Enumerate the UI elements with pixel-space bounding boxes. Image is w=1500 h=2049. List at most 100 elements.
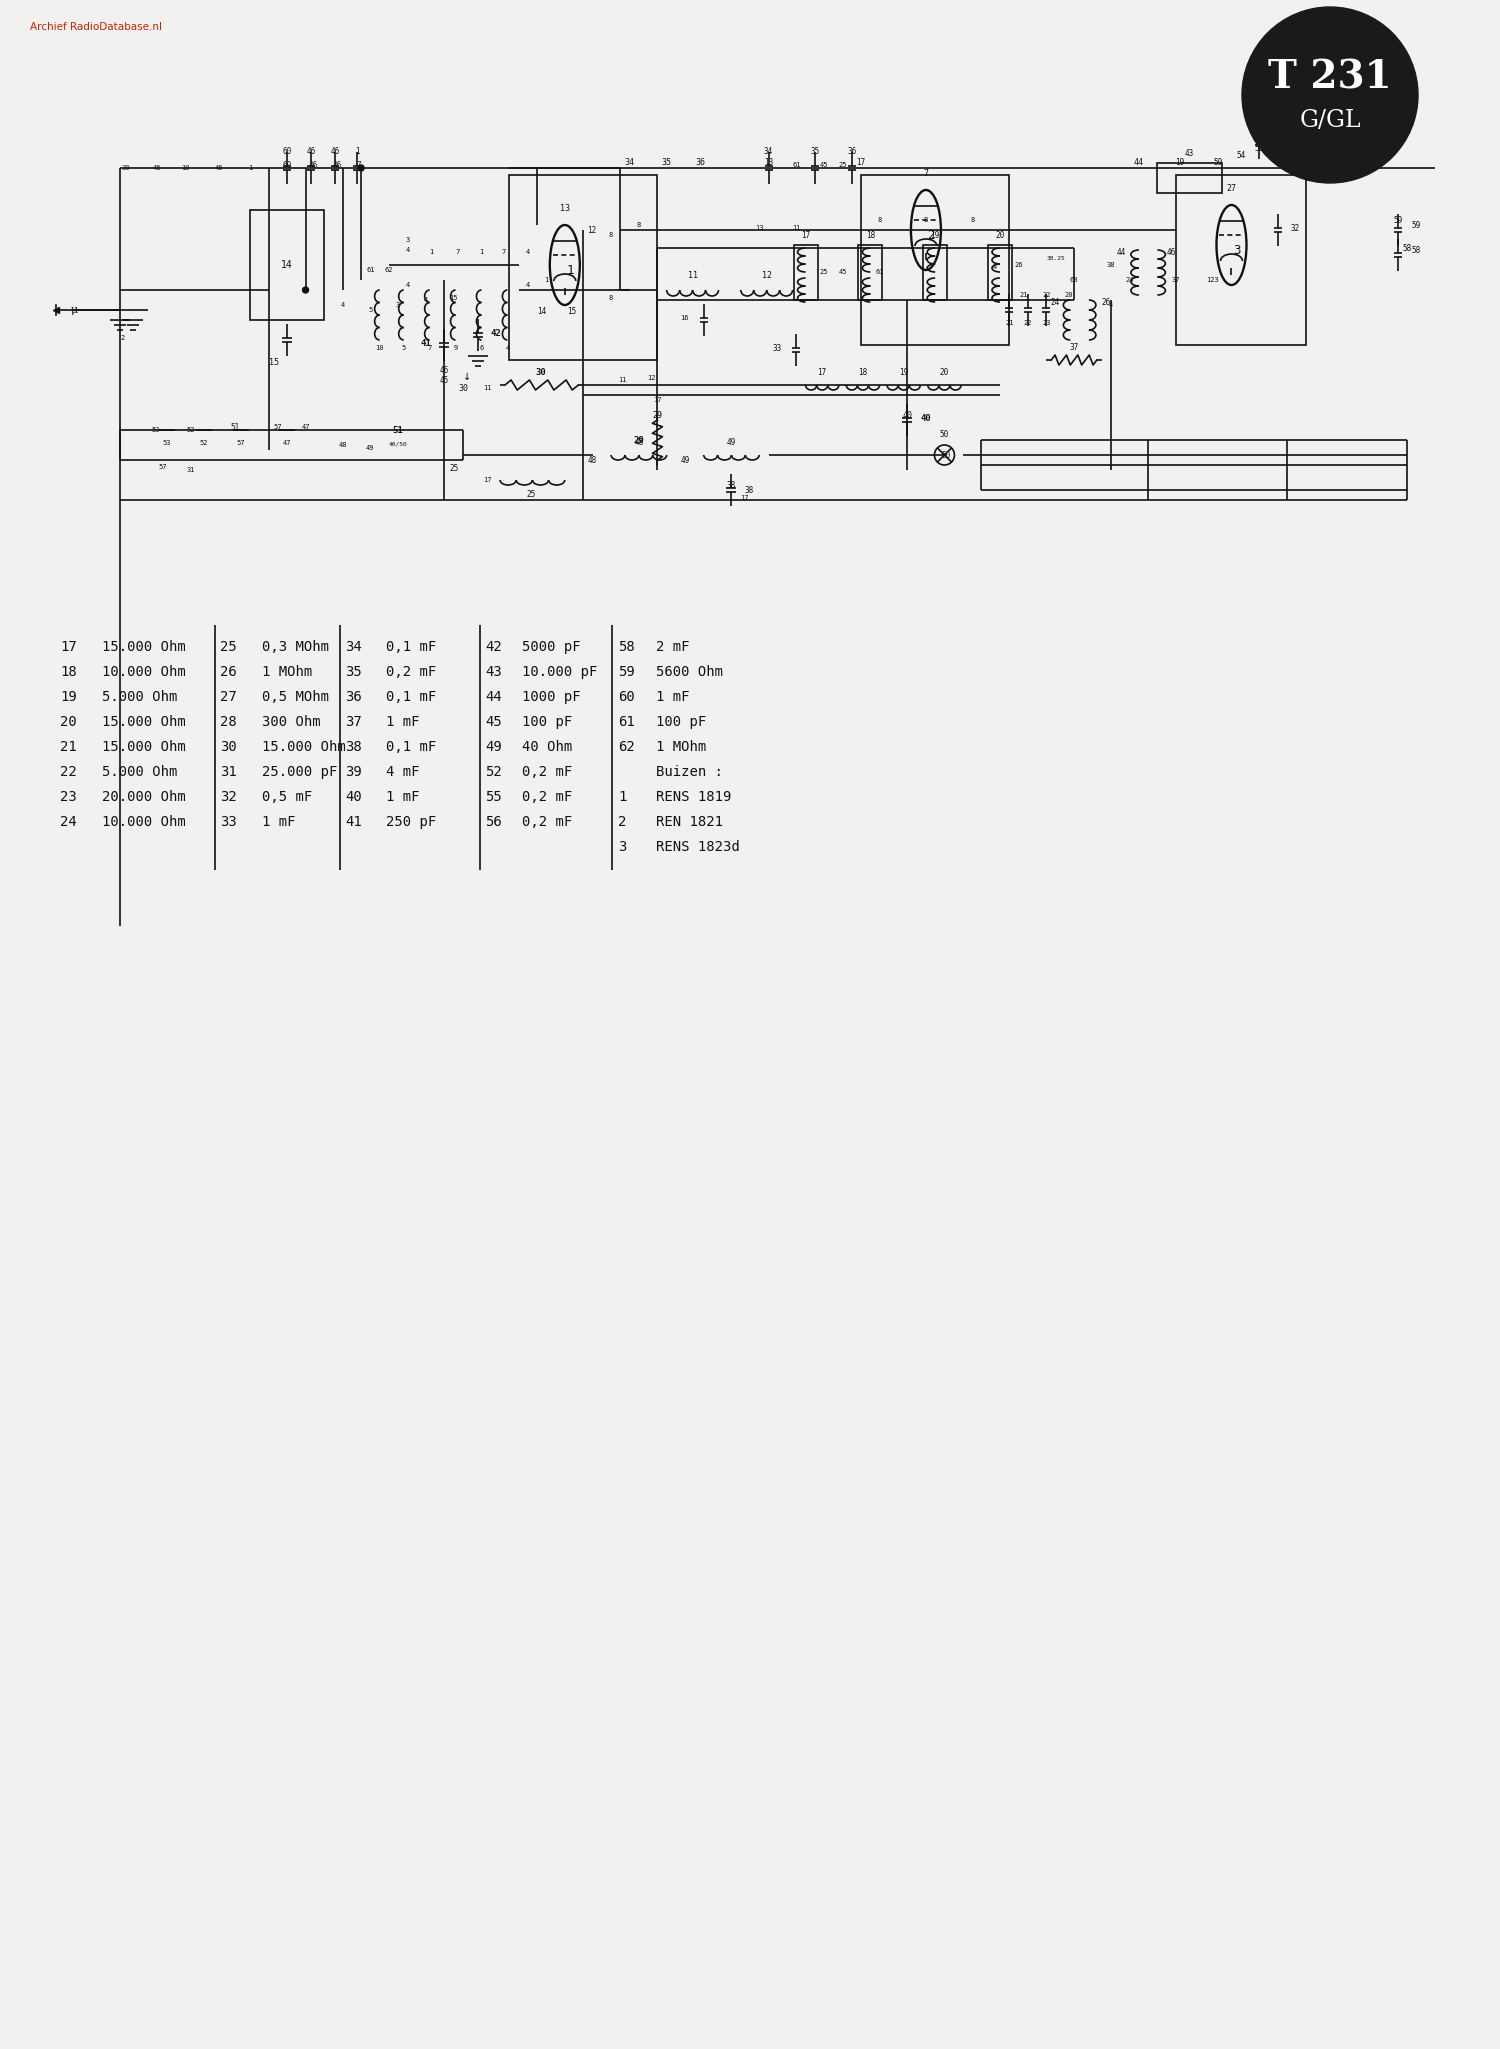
Text: 1000 pF: 1000 pF <box>522 691 580 705</box>
Text: 43: 43 <box>484 666 501 678</box>
Text: 1 mF: 1 mF <box>656 691 690 705</box>
Text: 21: 21 <box>1020 293 1029 297</box>
Text: 25: 25 <box>839 162 848 168</box>
Text: 49: 49 <box>484 740 501 754</box>
Text: 10.000 pF: 10.000 pF <box>522 666 597 678</box>
Text: 1: 1 <box>566 264 573 277</box>
Text: 46: 46 <box>309 160 318 170</box>
Text: 1: 1 <box>248 166 252 170</box>
Text: 8: 8 <box>609 295 613 301</box>
Text: 20: 20 <box>60 715 76 729</box>
Text: 44: 44 <box>484 691 501 705</box>
Text: 7: 7 <box>456 250 459 254</box>
Text: 250 pF: 250 pF <box>386 816 436 830</box>
Text: 56: 56 <box>1278 121 1288 129</box>
Text: 42: 42 <box>484 639 501 654</box>
Text: 5.000 Ohm: 5.000 Ohm <box>102 764 177 779</box>
Text: 17: 17 <box>801 232 810 240</box>
Text: 29: 29 <box>633 436 645 445</box>
Text: 45: 45 <box>440 375 448 385</box>
Text: 55: 55 <box>1254 143 1264 152</box>
Text: 20: 20 <box>996 232 1005 240</box>
Text: 57: 57 <box>273 424 282 430</box>
Text: 35: 35 <box>810 148 819 156</box>
Text: 0,1 mF: 0,1 mF <box>386 639 436 654</box>
Text: 50: 50 <box>942 451 951 459</box>
Text: 61: 61 <box>618 715 634 729</box>
Text: 1 mF: 1 mF <box>386 715 420 729</box>
Text: 44: 44 <box>1134 158 1144 166</box>
Text: 60: 60 <box>282 148 291 156</box>
Text: 12: 12 <box>586 225 596 234</box>
Text: 19: 19 <box>60 691 76 705</box>
Text: 2: 2 <box>618 816 627 830</box>
Text: RENS 1823d: RENS 1823d <box>656 840 740 854</box>
Text: 25: 25 <box>821 268 828 275</box>
Text: 61: 61 <box>876 268 884 275</box>
Text: 31: 31 <box>220 764 237 779</box>
Text: 4 mF: 4 mF <box>386 764 420 779</box>
Text: 53: 53 <box>152 426 160 432</box>
Text: 123: 123 <box>1206 277 1219 283</box>
Text: 32: 32 <box>220 791 237 803</box>
Text: 44: 44 <box>1116 248 1126 256</box>
Text: 0,2 mF: 0,2 mF <box>386 666 436 678</box>
Text: 13: 13 <box>764 158 772 166</box>
Text: 57: 57 <box>159 463 166 469</box>
Bar <box>988 246 1012 299</box>
Text: 37: 37 <box>345 715 362 729</box>
Text: 58: 58 <box>1402 244 1411 252</box>
Text: 52: 52 <box>200 441 208 447</box>
Text: 12: 12 <box>648 375 656 381</box>
Text: 8: 8 <box>878 217 882 223</box>
Text: 29: 29 <box>652 410 663 420</box>
Text: 21: 21 <box>60 740 76 754</box>
Text: 17: 17 <box>740 496 748 502</box>
Text: 60: 60 <box>1070 277 1078 283</box>
Text: 52: 52 <box>484 764 501 779</box>
Text: 18: 18 <box>60 666 76 678</box>
Text: 6: 6 <box>480 344 483 350</box>
Text: 56: 56 <box>1286 117 1296 125</box>
Text: 46: 46 <box>330 148 340 156</box>
Text: 100 pF: 100 pF <box>656 715 706 729</box>
Text: 55: 55 <box>484 791 501 803</box>
Text: 1 mF: 1 mF <box>262 816 296 830</box>
Text: 38.25: 38.25 <box>1046 256 1065 260</box>
Text: 0,5 mF: 0,5 mF <box>262 791 312 803</box>
Text: Buizen :: Buizen : <box>656 764 723 779</box>
Text: 56: 56 <box>484 816 501 830</box>
Text: 31: 31 <box>186 467 195 473</box>
Text: 45: 45 <box>821 162 828 168</box>
Text: 41: 41 <box>345 816 362 830</box>
Text: 1 mF: 1 mF <box>386 791 420 803</box>
Text: 40: 40 <box>345 791 362 803</box>
Text: 0,5 MOhm: 0,5 MOhm <box>262 691 328 705</box>
Text: 7: 7 <box>427 344 432 350</box>
Text: 4: 4 <box>405 283 410 289</box>
Text: 22: 22 <box>1023 320 1032 326</box>
Text: 54: 54 <box>1236 150 1245 160</box>
Text: 15: 15 <box>450 295 458 301</box>
Text: 36: 36 <box>345 691 362 705</box>
Text: 1 MOhm: 1 MOhm <box>262 666 312 678</box>
Circle shape <box>303 287 309 293</box>
Text: 18: 18 <box>865 232 874 240</box>
Text: 11: 11 <box>792 225 801 232</box>
Text: 16: 16 <box>681 316 688 322</box>
Text: 3: 3 <box>1233 244 1240 256</box>
Text: 25: 25 <box>220 639 237 654</box>
Text: 46: 46 <box>153 166 162 170</box>
Text: 36: 36 <box>694 158 705 166</box>
Text: 30: 30 <box>458 383 468 393</box>
Text: ↓: ↓ <box>462 373 471 381</box>
Text: 22: 22 <box>60 764 76 779</box>
Text: 19: 19 <box>898 369 909 377</box>
Text: 60: 60 <box>282 160 291 170</box>
Text: 1: 1 <box>429 250 433 254</box>
Text: 36: 36 <box>847 148 856 156</box>
Text: 39: 39 <box>345 764 362 779</box>
Text: 55: 55 <box>1260 117 1269 125</box>
Text: 26: 26 <box>220 666 237 678</box>
Text: 45: 45 <box>484 715 501 729</box>
